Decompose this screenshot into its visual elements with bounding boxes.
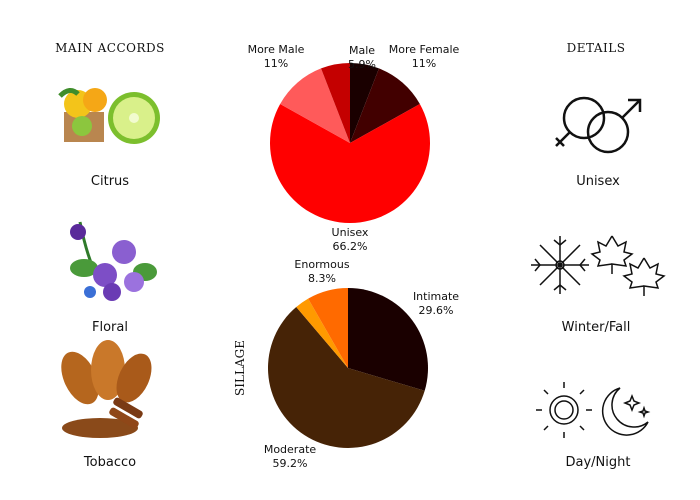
main-accords-heading: MAIN ACCORDS (55, 41, 165, 55)
tobacco-leaves-image (61, 340, 152, 438)
label-unisex: Unisex 66.2% (331, 226, 369, 253)
label-intimate: Intimate 29.6% (412, 290, 460, 317)
pie2-slice-intimate-0 (348, 288, 428, 391)
label-more-male: More Male 11% (247, 43, 305, 70)
pie1-slice-unlabeled-0 (350, 63, 379, 143)
violet-flowers-image (70, 221, 157, 301)
label-more-female: More Female 11% (388, 43, 460, 70)
citrus-image (58, 88, 160, 144)
pie1-slice-more-male-3 (280, 68, 350, 143)
accord-label-citrus: Citrus (90, 174, 130, 189)
gender-symbols-icon (555, 96, 642, 154)
label-moderate: Moderate 59.2% (263, 443, 317, 470)
pie-charts (268, 63, 430, 449)
pie1-slice-more-female-1 (350, 68, 420, 143)
sillage-axis-title: SILLAGE (233, 340, 247, 396)
accord-label-floral: Floral (92, 320, 128, 335)
detail-label-gender: Unisex (576, 174, 620, 189)
details-heading: DETAILS (566, 41, 626, 55)
accord-label-tobacco: Tobacco (83, 455, 137, 470)
detail-label-season: Winter/Fall (561, 320, 631, 335)
pie1-slice-male-4 (321, 63, 350, 143)
detail-label-time: Day/Night (565, 455, 631, 470)
pie2-slice-enormous-3 (308, 288, 348, 368)
label-enormous: Enormous 8.3% (294, 258, 350, 285)
pie2-slice-moderate-1 (268, 307, 425, 449)
snowflake-maple-leaves-icon (531, 235, 666, 296)
pie2-slice-unlabeled-2 (296, 298, 348, 368)
label-male: Male 5.9% (348, 44, 376, 71)
pie1-slice-unisex-2 (270, 104, 430, 224)
sun-moon-icon (536, 382, 651, 438)
